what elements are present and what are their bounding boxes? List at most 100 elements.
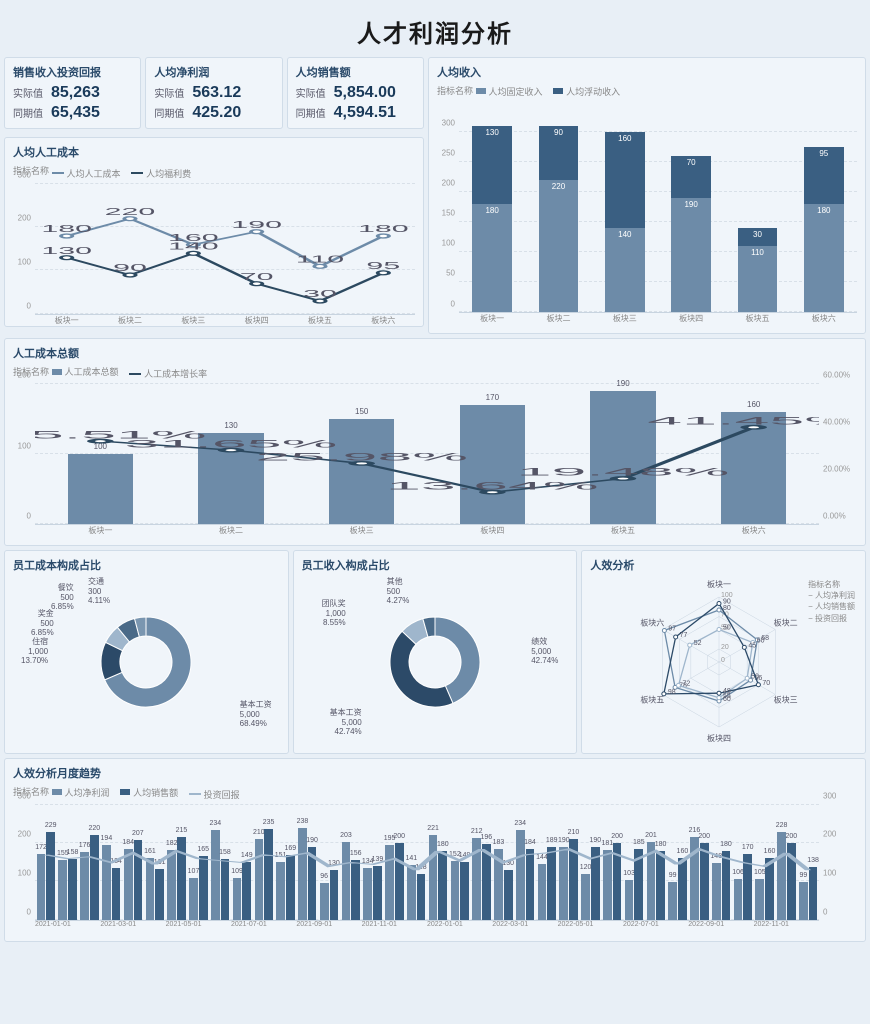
bar-group: 155 158 [57, 805, 79, 920]
svg-text:板块五: 板块五 [640, 695, 664, 705]
svg-text:50: 50 [723, 625, 731, 632]
kpi-actual-label: 实际值 [154, 85, 184, 100]
kpi-actual-label: 实际值 [296, 85, 326, 100]
bar-group: 107 165 [187, 805, 209, 920]
bar-group: 180 95 [791, 102, 857, 312]
svg-text:140: 140 [168, 239, 219, 251]
kpi-period-value: 65,435 [51, 104, 100, 122]
panel-title: 人均收入 [437, 64, 857, 80]
avg-income-panel: 人均收入 指标名称 人均固定收入 人均浮动收入 0501001502002503… [428, 57, 866, 334]
bar-group: 130 [166, 384, 297, 524]
bar-group: 190 210 [558, 805, 580, 920]
bar-group: 190 70 [658, 102, 724, 312]
bar-group: 172 229 [35, 805, 57, 920]
svg-text:70: 70 [240, 270, 274, 282]
svg-text:77: 77 [679, 632, 687, 639]
bar-group: 110 30 [724, 102, 790, 312]
kpi-actual-value: 85,263 [51, 84, 100, 102]
svg-text:52: 52 [693, 640, 701, 647]
bar-group: 150 [296, 384, 427, 524]
pie-label: 餐饮5006.85% [51, 583, 74, 612]
bar-group: 176 220 [79, 805, 101, 920]
bar-group: 99 160 [667, 805, 689, 920]
bar-group: 180 130 [459, 102, 525, 312]
bar-group: 183 130 [492, 805, 514, 920]
bar-group: 234 184 [514, 805, 536, 920]
pie-label: 基本工资5,00068.49% [240, 700, 272, 729]
panel-title: 人工成本总额 [13, 345, 857, 361]
svg-text:板块四: 板块四 [707, 733, 731, 743]
panel-title: 员工收入构成占比 [302, 557, 569, 573]
bar-group: 210 235 [253, 805, 275, 920]
bar-group: 120 190 [580, 805, 602, 920]
svg-text:180: 180 [41, 222, 92, 234]
panel-title: 人效分析 [590, 557, 857, 573]
kpi-card: 人均净利润 实际值563.12 同期值425.20 [145, 57, 282, 129]
bar-group: 212 196 [471, 805, 493, 920]
bar-group: 161 131 [144, 805, 166, 920]
svg-text:160: 160 [168, 231, 219, 243]
svg-text:72: 72 [682, 680, 690, 687]
bar-group: 184 207 [122, 805, 144, 920]
svg-text:180: 180 [358, 222, 409, 234]
panel-title: 人均人工成本 [13, 144, 415, 160]
bar-group: 181 200 [601, 805, 623, 920]
legend: 指标名称 人工成本总额 人工成本增长率 [13, 365, 857, 381]
page-title: 人才利润分析 [4, 4, 866, 57]
bar-group: 234 158 [209, 805, 231, 920]
cost-pie-panel: 员工成本构成占比 基本工资5,00068.49%住宿1,00013.70%奖金5… [4, 550, 289, 754]
pie-label: 其他5004.27% [387, 577, 410, 606]
svg-text:98: 98 [668, 689, 676, 696]
kpi-actual-value: 563.12 [192, 84, 241, 102]
kpi-period-label: 同期值 [154, 105, 184, 120]
pie-label: 团队奖1,0008.55% [322, 599, 346, 628]
bar-group: 151 169 [275, 805, 297, 920]
legend: 指标名称 人均净利润 人均销售额 投资回报 [13, 785, 857, 801]
income-pie-panel: 员工收入构成占比 绩效5,00042.74% 基本工资5,00042.74% 团队奖… [293, 550, 578, 754]
bar-group: 99 138 [797, 805, 819, 920]
radar-legend: 指标名称− 人均净利润− 人均销售额− 投资回报 [808, 579, 855, 624]
kpi-actual-label: 实际值 [13, 85, 43, 100]
svg-text:板块三: 板块三 [773, 695, 797, 705]
radar-panel: 人效分析 板块一板块二板块三板块四板块五板块六02050701008068566… [581, 550, 866, 754]
bar-group: 195 200 [384, 805, 406, 920]
trend-panel: 人效分析月度趋势 指标名称 人均净利润 人均销售额 投资回报 010020030… [4, 758, 866, 942]
panel-title: 人效分析月度趋势 [13, 765, 857, 781]
bar-group: 201 180 [645, 805, 667, 920]
svg-text:130: 130 [41, 244, 92, 256]
bar-group: 103 185 [623, 805, 645, 920]
bar-group: 228 200 [776, 805, 798, 920]
kpi-title: 人均净利润 [154, 64, 273, 80]
kpi-card: 人均销售额 实际值5,854.00 同期值4,594.51 [287, 57, 424, 129]
svg-text:110: 110 [296, 252, 344, 264]
bar-group: 203 156 [340, 805, 362, 920]
bar-group: 170 [427, 384, 558, 524]
svg-text:90: 90 [723, 599, 731, 606]
kpi-title: 人均销售额 [296, 64, 415, 80]
svg-text:48: 48 [723, 688, 731, 695]
svg-text:板块六: 板块六 [640, 618, 664, 628]
panel-title: 员工成本构成占比 [13, 557, 280, 573]
bar-group: 96 130 [318, 805, 340, 920]
pie-label: 基本工资5,00042.74% [330, 708, 362, 737]
svg-text:70: 70 [762, 680, 770, 687]
total-cost-panel: 人工成本总额 指标名称 人工成本总额 人工成本增长率 01002000.00%2… [4, 338, 866, 547]
bar-group: 109 149 [231, 805, 253, 920]
kpi-card: 销售收入投资回报 实际值85,263 同期值65,435 [4, 57, 141, 129]
pie-label: 住宿1,00013.70% [21, 637, 48, 666]
bar-group: 144 189 [536, 805, 558, 920]
bar-group: 105 160 [754, 805, 776, 920]
bar-group: 190 [558, 384, 689, 524]
svg-text:190: 190 [231, 218, 282, 230]
bar-group: 100 [35, 384, 166, 524]
svg-text:60: 60 [756, 638, 764, 645]
legend: 指标名称 人均人工成本 人均福利费 [13, 164, 415, 180]
bar-group: 220 90 [525, 102, 591, 312]
bar-group: 106 170 [732, 805, 754, 920]
bar-group: 182 215 [166, 805, 188, 920]
bar-group: 221 180 [427, 805, 449, 920]
kpi-actual-value: 5,854.00 [334, 84, 396, 102]
kpi-title: 销售收入投资回报 [13, 64, 132, 80]
pie-label: 绩效5,00042.74% [531, 637, 558, 666]
svg-text:45: 45 [748, 642, 756, 649]
